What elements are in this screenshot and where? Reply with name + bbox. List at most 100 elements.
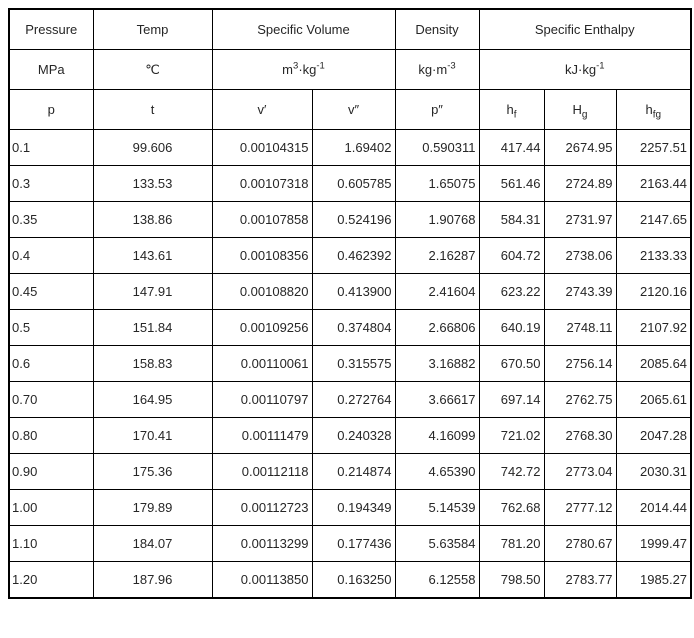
cell-t: 158.83 — [92, 345, 213, 382]
cell-h-fg: 2030.31 — [615, 453, 692, 490]
table-header: Pressure Temp Specific Volume Density Sp… — [8, 8, 692, 130]
cell-h-f: 640.19 — [478, 309, 545, 346]
cell-v-prime: 0.00113850 — [211, 561, 313, 599]
cell-h-f: 721.02 — [478, 417, 545, 454]
cell-rho-double-prime: 6.12558 — [394, 561, 480, 599]
cell-v-double-prime: 0.374804 — [311, 309, 396, 346]
table-row: 0.5 151.84 0.00109256 0.374804 2.66806 640.19… — [8, 309, 692, 346]
cell-p: 0.90 — [8, 453, 94, 490]
cell-p: 1.00 — [8, 489, 94, 526]
cell-rho-double-prime: 3.16882 — [394, 345, 480, 382]
header-row-symbols: p t v′ v″ p″ hf Hg hfg — [8, 89, 692, 130]
cell-p: 0.80 — [8, 417, 94, 454]
cell-h-f: 742.72 — [478, 453, 545, 490]
cell-v-double-prime: 0.214874 — [311, 453, 396, 490]
cell-h-f: 561.46 — [478, 165, 545, 202]
cell-p: 1.20 — [8, 561, 94, 599]
unit-sv-base: m — [282, 62, 294, 77]
cell-p: 0.70 — [8, 381, 94, 418]
cell-h-g: 2768.30 — [543, 417, 617, 454]
table-body: 0.1 99.606 0.00104315 1.69402 0.590311 417.44… — [8, 129, 692, 599]
unit-sv-exp1: 3 — [293, 60, 299, 72]
cell-v-double-prime: 0.462392 — [311, 237, 396, 274]
cell-v-double-prime: 0.524196 — [311, 201, 396, 238]
cell-v-double-prime: 1.69402 — [311, 129, 396, 166]
header-pressure: Pressure — [8, 8, 94, 50]
cell-h-f: 798.50 — [478, 561, 545, 599]
cell-h-fg: 2065.61 — [615, 381, 692, 418]
cell-v-prime: 0.00112723 — [211, 489, 313, 526]
cell-v-double-prime: 0.163250 — [311, 561, 396, 599]
table-row: 0.90 175.36 0.00112118 0.214874 4.65390 742.7… — [8, 453, 692, 490]
unit-specific-volume: m3·kg-1 — [211, 49, 396, 90]
cell-h-g: 2762.75 — [543, 381, 617, 418]
cell-h-fg: 2163.44 — [615, 165, 692, 202]
cell-t: 184.07 — [92, 525, 213, 562]
cell-rho-double-prime: 4.65390 — [394, 453, 480, 490]
unit-temp: ℃ — [92, 49, 213, 90]
cell-v-double-prime: 0.605785 — [311, 165, 396, 202]
unit-density: kg·m-3 — [394, 49, 480, 90]
cell-p: 0.45 — [8, 273, 94, 310]
saturated-steam-table: Pressure Temp Specific Volume Density Sp… — [8, 8, 693, 599]
cell-h-g: 2743.39 — [543, 273, 617, 310]
header-row-groups: Pressure Temp Specific Volume Density Sp… — [8, 8, 692, 50]
table-row: 0.1 99.606 0.00104315 1.69402 0.590311 417.44… — [8, 129, 692, 166]
cell-h-g: 2783.77 — [543, 561, 617, 599]
cell-h-f: 697.14 — [478, 381, 545, 418]
cell-p: 1.10 — [8, 525, 94, 562]
cell-h-g: 2674.95 — [543, 129, 617, 166]
cell-h-f: 623.22 — [478, 273, 545, 310]
cell-t: 151.84 — [92, 309, 213, 346]
cell-v-prime: 0.00109256 — [211, 309, 313, 346]
cell-t: 164.95 — [92, 381, 213, 418]
table-row: 0.4 143.61 0.00108356 0.462392 2.16287 604.72… — [8, 237, 692, 274]
cell-rho-double-prime: 0.590311 — [394, 129, 480, 166]
cell-h-f: 670.50 — [478, 345, 545, 382]
cell-v-prime: 0.00107858 — [211, 201, 313, 238]
cell-h-g: 2773.04 — [543, 453, 617, 490]
header-density: Density — [394, 8, 480, 50]
unit-enthalpy: kJ·kg-1 — [478, 49, 692, 90]
cell-h-g: 2724.89 — [543, 165, 617, 202]
cell-v-double-prime: 0.413900 — [311, 273, 396, 310]
cell-h-fg: 2107.92 — [615, 309, 692, 346]
cell-p: 0.3 — [8, 165, 94, 202]
table-row: 0.80 170.41 0.00111479 0.240328 4.16099 721.0… — [8, 417, 692, 454]
cell-t: 138.86 — [92, 201, 213, 238]
table-row: 0.6 158.83 0.00110061 0.315575 3.16882 670.50… — [8, 345, 692, 382]
cell-rho-double-prime: 4.16099 — [394, 417, 480, 454]
cell-p: 0.1 — [8, 129, 94, 166]
cell-h-g: 2748.11 — [543, 309, 617, 346]
cell-t: 187.96 — [92, 561, 213, 599]
symbol-h-g-sub: g — [581, 109, 588, 121]
cell-h-fg: 1999.47 — [615, 525, 692, 562]
cell-t: 147.91 — [92, 273, 213, 310]
cell-t: 175.36 — [92, 453, 213, 490]
symbol-h-fg-sub: fg — [652, 109, 662, 121]
unit-enthalpy-exp: -1 — [596, 60, 605, 72]
cell-h-fg: 2085.64 — [615, 345, 692, 382]
cell-t: 133.53 — [92, 165, 213, 202]
cell-h-f: 584.31 — [478, 201, 545, 238]
cell-t: 170.41 — [92, 417, 213, 454]
cell-rho-double-prime: 2.16287 — [394, 237, 480, 274]
cell-h-g: 2780.67 — [543, 525, 617, 562]
cell-h-fg: 2014.44 — [615, 489, 692, 526]
unit-sv-mid: ·kg — [298, 62, 317, 77]
unit-density-base: kg·m — [418, 62, 448, 77]
cell-h-f: 417.44 — [478, 129, 545, 166]
cell-rho-double-prime: 1.90768 — [394, 201, 480, 238]
cell-v-double-prime: 0.272764 — [311, 381, 396, 418]
cell-t: 99.606 — [92, 129, 213, 166]
cell-v-prime: 0.00110797 — [211, 381, 313, 418]
cell-p: 0.6 — [8, 345, 94, 382]
symbol-p: p — [8, 89, 94, 130]
cell-rho-double-prime: 5.14539 — [394, 489, 480, 526]
cell-h-fg: 2257.51 — [615, 129, 692, 166]
table-row: 0.70 164.95 0.00110797 0.272764 3.66617 697.1… — [8, 381, 692, 418]
cell-v-prime: 0.00107318 — [211, 165, 313, 202]
cell-h-fg: 2047.28 — [615, 417, 692, 454]
unit-density-exp: -3 — [447, 60, 456, 72]
cell-v-prime: 0.00112118 — [211, 453, 313, 490]
